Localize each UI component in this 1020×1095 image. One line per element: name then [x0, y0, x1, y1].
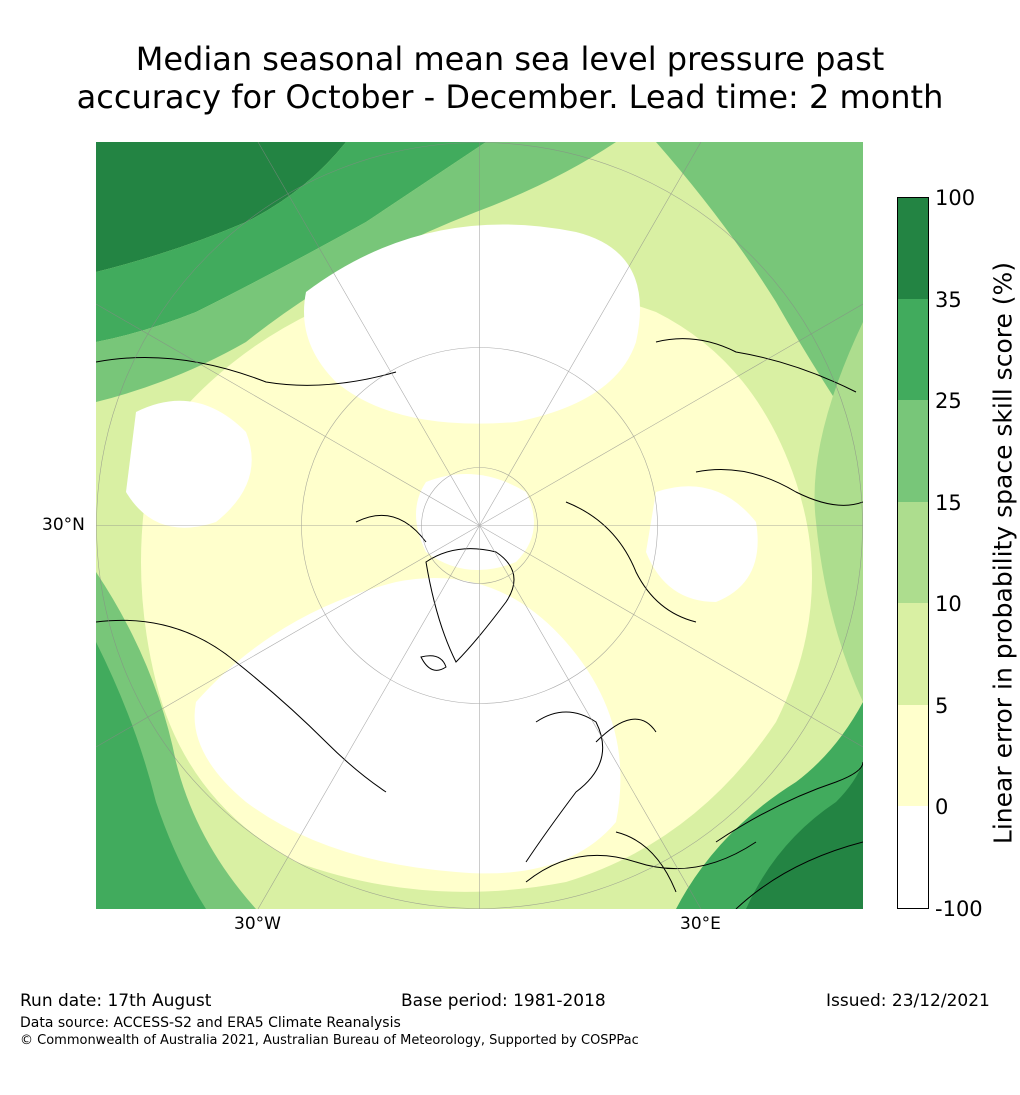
colorbar-tick-neg100: -100: [935, 897, 983, 921]
coast-greenland: [425, 548, 515, 663]
field-no-skill-atlantic: [194, 578, 621, 874]
base-period: Base period: 1981-2018: [401, 991, 606, 1011]
colorbar-tick-5: 5: [935, 694, 949, 718]
field-band-nw: [96, 142, 486, 342]
field-band-n: [96, 142, 616, 402]
coast-europe: [525, 711, 757, 893]
field-se-darkest: [746, 762, 863, 909]
colorbar-frame: [897, 197, 929, 909]
colorbar-label: Linear error in probability space skill …: [988, 261, 1018, 845]
coast-africa-arabia: [715, 761, 863, 909]
colorbar-tick-10: 10: [935, 592, 962, 616]
colorbar: [897, 197, 929, 909]
colorbar-bin-35-100: [897, 197, 929, 299]
colorbar-tick-100: 100: [935, 186, 976, 210]
colorbar-tick-35: 35: [935, 288, 962, 312]
graticule: [96, 142, 863, 909]
lon-label-30e: 30°E: [680, 914, 721, 934]
colorbar-bin-10-15: [897, 502, 929, 603]
field-no-skill-pole: [416, 474, 534, 570]
colorbar-bin-0-5: [897, 705, 929, 806]
colorbar-bin-15-25: [897, 400, 929, 502]
title-line-1: Median seasonal mean sea level pressure …: [135, 40, 885, 78]
chart-title: Median seasonal mean sea level pressure …: [0, 40, 1020, 116]
field-band-ne: [656, 142, 863, 442]
coast-iceland: [420, 655, 447, 671]
field-band-e: [814, 322, 863, 702]
field-no-skill-west: [126, 400, 252, 528]
field-no-skill-east: [646, 486, 758, 602]
copyright: © Commonwealth of Australia 2021, Austra…: [20, 1033, 639, 1048]
data-source: Data source: ACCESS-S2 and ERA5 Climate …: [20, 1015, 401, 1031]
colorbar-bin-25-35: [897, 299, 929, 400]
colorbar-swatches: [897, 197, 929, 909]
meridian-120: [96, 303, 863, 748]
run-date: Run date: 17th August: [20, 991, 212, 1011]
title-line-2: accuracy for October - December. Lead ti…: [76, 78, 944, 116]
issued-date: Issued: 23/12/2021: [826, 991, 990, 1011]
lat-label-30n: 30°N: [42, 515, 85, 535]
colorbar-bin-5-10: [897, 603, 929, 705]
polar-skill-map: [96, 142, 863, 909]
field-sw-mid: [96, 642, 206, 909]
field-corner-nw: [96, 142, 346, 272]
coast-north-america: [96, 357, 427, 793]
lon-label-30w: 30°W: [234, 914, 281, 934]
colorbar-tick-15: 15: [935, 491, 962, 515]
colorbar-tick-25: 25: [935, 389, 962, 413]
coast-asia: [565, 338, 863, 623]
colorbar-bin-neg100-0: [897, 806, 929, 909]
coastlines: [96, 338, 863, 909]
colorbar-tick-0: 0: [935, 795, 949, 819]
